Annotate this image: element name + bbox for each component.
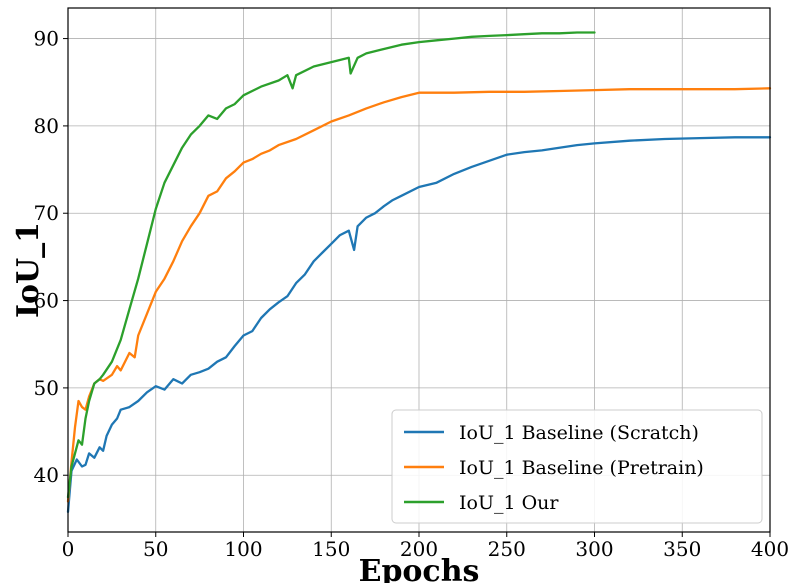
y-tick-label: 70: [34, 201, 59, 225]
x-axis-title: Epochs: [359, 554, 480, 583]
legend-label: IoU_1 Baseline (Pretrain): [459, 457, 704, 479]
y-tick-label: 50: [34, 376, 59, 400]
y-tick-label: 80: [34, 114, 59, 138]
series-lines: [66, 31, 772, 514]
legend-box: [391, 409, 763, 524]
y-tick-label: 60: [34, 289, 59, 313]
x-tick-label: 150: [312, 537, 350, 561]
legend-label: IoU_1 Our: [459, 492, 559, 514]
legend: IoU_1 Baseline (Scratch) IoU_1 Baseline (…: [391, 409, 763, 524]
x-tick-label: 400: [751, 537, 789, 561]
legend-label: IoU_1 Baseline (Scratch): [459, 422, 699, 444]
y-axis-ticks: 40 50 60 70 80 90: [34, 27, 68, 487]
x-axis-ticks: 0 50 100 150 200 250 300 350 400: [62, 532, 789, 561]
x-tick-label: 200: [400, 537, 438, 561]
y-axis-title: IoU_1: [11, 222, 46, 318]
x-tick-label: 250: [488, 537, 526, 561]
x-tick-label: 300: [575, 537, 613, 561]
series-line-3: [66, 31, 596, 499]
y-tick-label: 90: [34, 27, 59, 51]
x-tick-label: 0: [62, 537, 75, 561]
y-tick-label: 40: [34, 463, 59, 487]
x-tick-label: 50: [143, 537, 168, 561]
x-tick-label: 100: [224, 537, 262, 561]
series-line-1: [66, 136, 772, 514]
x-tick-label: 350: [663, 537, 701, 561]
